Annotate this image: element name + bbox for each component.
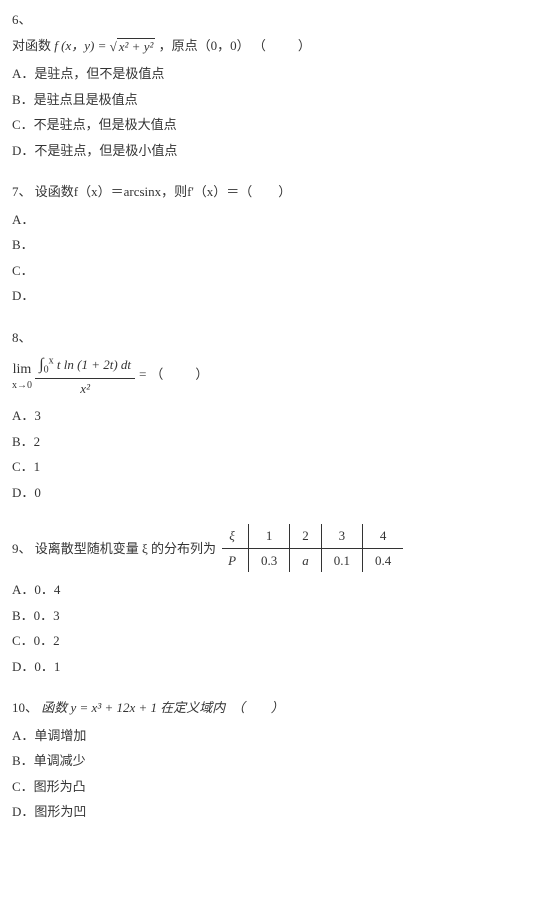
q10-stem: 函数 y = x³ + 12x + 1 在定义域内 （ ）: [41, 700, 284, 715]
q8-frac: ∫0x t ln (1 + 2t) dt x²: [35, 353, 135, 398]
q10-stem-row: 10、 函数 y = x³ + 12x + 1 在定义域内 （ ）: [12, 698, 525, 718]
question-6: 6、 对函数 f (x，y) = √x² + y² ，原点（0，0） （ ） A…: [12, 10, 525, 160]
q9-r0: P: [222, 548, 248, 572]
q9-h2: 2: [290, 524, 322, 548]
q9-h4: 4: [363, 524, 404, 548]
q9-h1: 1: [249, 524, 290, 548]
q6-sqrt-body: x² + y²: [117, 38, 156, 54]
question-8: 8、 lim x→0 ∫0x t ln (1 + 2t) dt x² = （ ）…: [12, 328, 525, 503]
q8-frac-den: x²: [35, 379, 135, 399]
q6-stem-post: ，原点（0，0）: [159, 38, 250, 53]
q9-opt-b[interactable]: B．0．3: [12, 606, 525, 626]
q8-int-body: t ln (1 + 2t) dt: [54, 357, 131, 372]
q8-lim: lim x→0: [12, 359, 32, 393]
question-7: 7、 设函数f（x）＝arcsinx，则f'（x）＝（ ） A． B． C． D…: [12, 182, 525, 306]
q10-opt-d[interactable]: D．图形为凹: [12, 802, 525, 822]
q9-table-head: ξ 1 2 3 4: [222, 524, 403, 548]
question-10: 10、 函数 y = x³ + 12x + 1 在定义域内 （ ） A．单调增加…: [12, 698, 525, 822]
q9-r4: 0.4: [363, 548, 404, 572]
q7-opt-a[interactable]: A．: [12, 210, 525, 230]
q8-opt-d[interactable]: D．0: [12, 483, 525, 503]
q6-paren: （ ）: [253, 38, 313, 53]
q6-stem-pre: 对函数: [12, 38, 54, 53]
q8-opt-c[interactable]: C．1: [12, 457, 525, 477]
q6-opt-a[interactable]: A．是驻点，但不是极值点: [12, 64, 525, 84]
q9-number: 9、: [12, 541, 32, 556]
q7-number: 7、: [12, 184, 32, 199]
q6-opt-c[interactable]: C．不是驻点，但是极大值点: [12, 115, 525, 135]
q10-opt-b[interactable]: B．单调减少: [12, 751, 525, 771]
q8-opt-b[interactable]: B．2: [12, 432, 525, 452]
q9-r3: 0.1: [321, 548, 362, 572]
q10-opt-a[interactable]: A．单调增加: [12, 726, 525, 746]
q8-stem: lim x→0 ∫0x t ln (1 + 2t) dt x² = （ ）: [12, 353, 525, 398]
q6-stem: 对函数 f (x，y) = √x² + y² ，原点（0，0） （ ）: [12, 36, 525, 57]
q6-sqrt: √x² + y²: [110, 37, 156, 57]
q8-lim-top: lim: [12, 359, 32, 380]
q7-opt-b[interactable]: B．: [12, 235, 525, 255]
q9-table: ξ 1 2 3 4 P 0.3 a 0.1 0.4: [222, 524, 403, 572]
q6-opt-b[interactable]: B．是驻点且是极值点: [12, 90, 525, 110]
q7-opt-c[interactable]: C．: [12, 261, 525, 281]
question-9: 9、 设离散型随机变量 ξ 的分布列为 ξ 1 2 3 4 P 0.3 a 0.…: [12, 524, 525, 676]
q9-opt-d[interactable]: D．0．1: [12, 657, 525, 677]
q9-r1: 0.3: [249, 548, 290, 572]
q8-eq: =: [138, 367, 150, 382]
q9-opt-c[interactable]: C．0．2: [12, 631, 525, 651]
q7-opt-d[interactable]: D．: [12, 286, 525, 306]
q9-opt-a[interactable]: A．0．4: [12, 580, 525, 600]
q8-frac-num: ∫0x t ln (1 + 2t) dt: [35, 353, 135, 379]
q8-lim-bot: x→0: [12, 378, 32, 393]
q10-opt-c[interactable]: C．图形为凸: [12, 777, 525, 797]
q9-table-row: P 0.3 a 0.1 0.4: [222, 548, 403, 572]
q8-opt-a[interactable]: A．3: [12, 406, 525, 426]
q9-h0: ξ: [222, 524, 248, 548]
q7-stem-row: 7、 设函数f（x）＝arcsinx，则f'（x）＝（ ）: [12, 182, 525, 202]
q9-stem-row: 9、 设离散型随机变量 ξ 的分布列为 ξ 1 2 3 4 P 0.3 a 0.…: [12, 524, 525, 572]
q9-h3: 3: [321, 524, 362, 548]
q9-lead: 9、 设离散型随机变量 ξ 的分布列为: [12, 539, 216, 559]
q8-number: 8、: [12, 328, 525, 348]
q8-paren: （ ）: [150, 367, 210, 382]
q6-opt-d[interactable]: D．不是驻点，但是极小值点: [12, 141, 525, 161]
q7-stem: 设函数f（x）＝arcsinx，则f'（x）＝（ ）: [35, 184, 292, 199]
q6-func: f (x，y) =: [54, 38, 109, 53]
q9-r2: a: [290, 548, 322, 572]
q9-stem: 设离散型随机变量 ξ 的分布列为: [35, 541, 216, 556]
q10-number: 10、: [12, 700, 38, 715]
q6-number: 6、: [12, 10, 525, 30]
